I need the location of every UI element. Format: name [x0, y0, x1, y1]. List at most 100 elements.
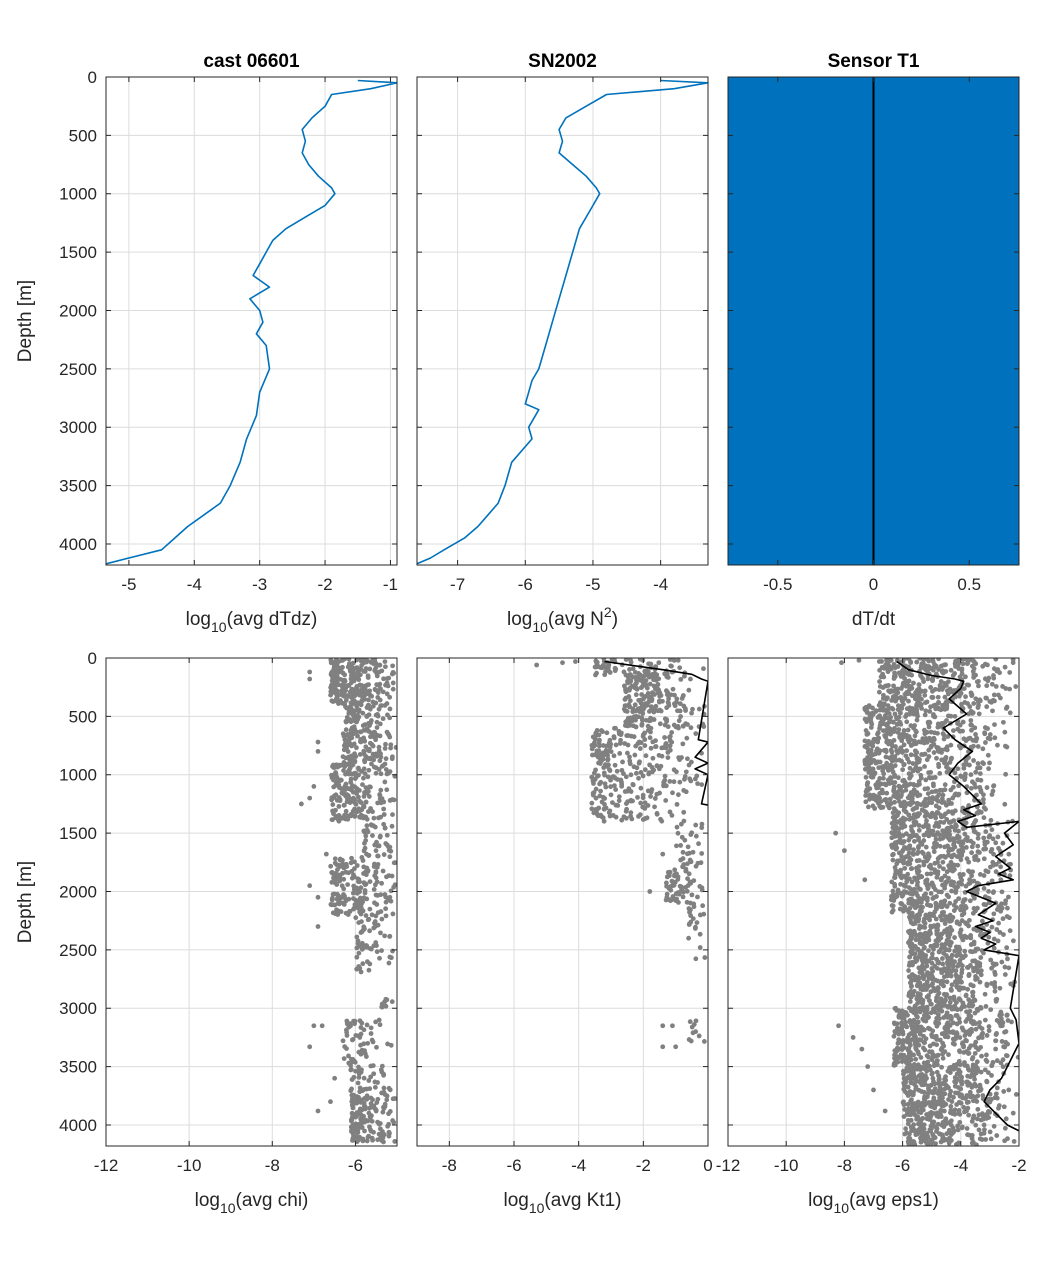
scatter-point: [334, 910, 340, 916]
scatter-point: [863, 774, 869, 780]
scatter-point: [936, 687, 942, 692]
scatter-point: [365, 658, 371, 664]
scatter-point: [351, 715, 357, 721]
scatter-point: [876, 702, 882, 708]
scatter-point: [941, 736, 947, 742]
scatter-point: [990, 862, 996, 868]
scatter-point: [670, 790, 675, 796]
scatter-point: [611, 783, 617, 789]
scatter-point: [633, 685, 639, 691]
scatter-point: [935, 694, 941, 700]
scatter-point: [931, 895, 937, 900]
scatter-point: [909, 866, 915, 871]
scatter-point: [916, 875, 922, 880]
scatter-point: [928, 685, 934, 690]
scatter-point: [932, 1009, 938, 1015]
scatter-point: [966, 1050, 972, 1056]
scatter-point: [891, 1061, 897, 1066]
scatter-point: [683, 866, 689, 872]
scatter-point: [383, 913, 389, 919]
scatter-point: [903, 809, 909, 815]
scatter-point: [913, 1056, 919, 1062]
scatter-point: [902, 1107, 908, 1112]
scatter-point: [342, 672, 348, 678]
y-tick-label: 500: [69, 707, 97, 726]
scatter-point: [877, 726, 882, 731]
scatter-point: [372, 882, 378, 888]
scatter-point: [328, 660, 334, 666]
scatter-point: [895, 664, 901, 669]
scatter-point: [361, 793, 367, 799]
scatter-point: [677, 701, 683, 707]
scatter-point: [623, 774, 629, 780]
scatter-point: [919, 696, 924, 702]
scatter-point: [940, 943, 946, 948]
scatter-point: [665, 755, 671, 761]
scatter-point: [918, 840, 923, 846]
scatter-point: [390, 680, 396, 686]
scatter-point: [390, 663, 396, 669]
scatter-point: [350, 890, 356, 896]
scatter-point: [686, 922, 692, 927]
scatter-point: [898, 874, 904, 879]
scatter-point: [633, 692, 639, 698]
scatter-point: [971, 941, 977, 947]
scatter-point: [685, 844, 691, 850]
scatter-point: [693, 731, 699, 737]
scatter-point: [975, 905, 980, 911]
scatter-point: [613, 787, 619, 792]
scatter-point: [888, 775, 893, 781]
scatter-point: [357, 896, 363, 902]
scatter-point: [354, 890, 360, 896]
scatter-point: [365, 1040, 371, 1046]
scatter-point: [381, 812, 387, 817]
scatter-point: [384, 771, 390, 777]
scatter-point: [951, 997, 957, 1003]
scatter-point: [678, 884, 684, 890]
scatter-point: [988, 817, 994, 823]
scatter-point: [930, 688, 935, 694]
scatter-point: [391, 1119, 397, 1125]
scatter-point: [384, 1093, 390, 1099]
scatter-point: [905, 1057, 911, 1063]
scatter-point: [372, 686, 378, 692]
scatter-point: [641, 804, 647, 810]
scatter-point: [966, 971, 972, 977]
scatter-point: [949, 853, 955, 859]
scatter-point: [387, 706, 393, 712]
scatter-point: [981, 873, 987, 878]
scatter-point: [934, 755, 939, 761]
scatter-point: [908, 887, 914, 892]
scatter-point: [947, 925, 953, 930]
scatter-point: [892, 824, 898, 830]
scatter-point: [916, 896, 922, 902]
scatter-point: [916, 702, 922, 708]
scatter-point: [916, 974, 921, 980]
scatter-point: [915, 1041, 920, 1047]
scatter-point: [863, 789, 869, 794]
scatter-point: [362, 771, 368, 776]
scatter-point: [959, 912, 965, 918]
scatter-point: [354, 1110, 360, 1116]
scatter-point: [937, 863, 942, 869]
scatter-point: [358, 1112, 364, 1118]
scatter-point: [910, 852, 916, 857]
scatter-point: [970, 779, 975, 785]
scatter-point: [886, 683, 891, 688]
scatter-point: [978, 1005, 984, 1011]
scatter-point: [688, 1038, 694, 1044]
scatter-point: [917, 689, 922, 695]
scatter-point: [890, 852, 895, 858]
scatter-point: [356, 1121, 361, 1127]
scatter-point: [348, 1066, 354, 1072]
scatter-point: [631, 715, 637, 720]
scatter-point: [909, 1037, 914, 1043]
scatter-point: [943, 802, 949, 808]
scatter-point: [912, 752, 918, 758]
scatter-point: [393, 744, 397, 750]
scatter-point: [987, 760, 992, 766]
scatter-point: [937, 1016, 942, 1022]
scatter-point: [934, 822, 940, 828]
scatter-point: [889, 903, 895, 908]
